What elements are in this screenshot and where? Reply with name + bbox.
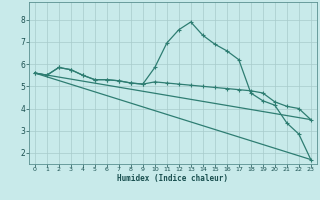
X-axis label: Humidex (Indice chaleur): Humidex (Indice chaleur) <box>117 174 228 183</box>
